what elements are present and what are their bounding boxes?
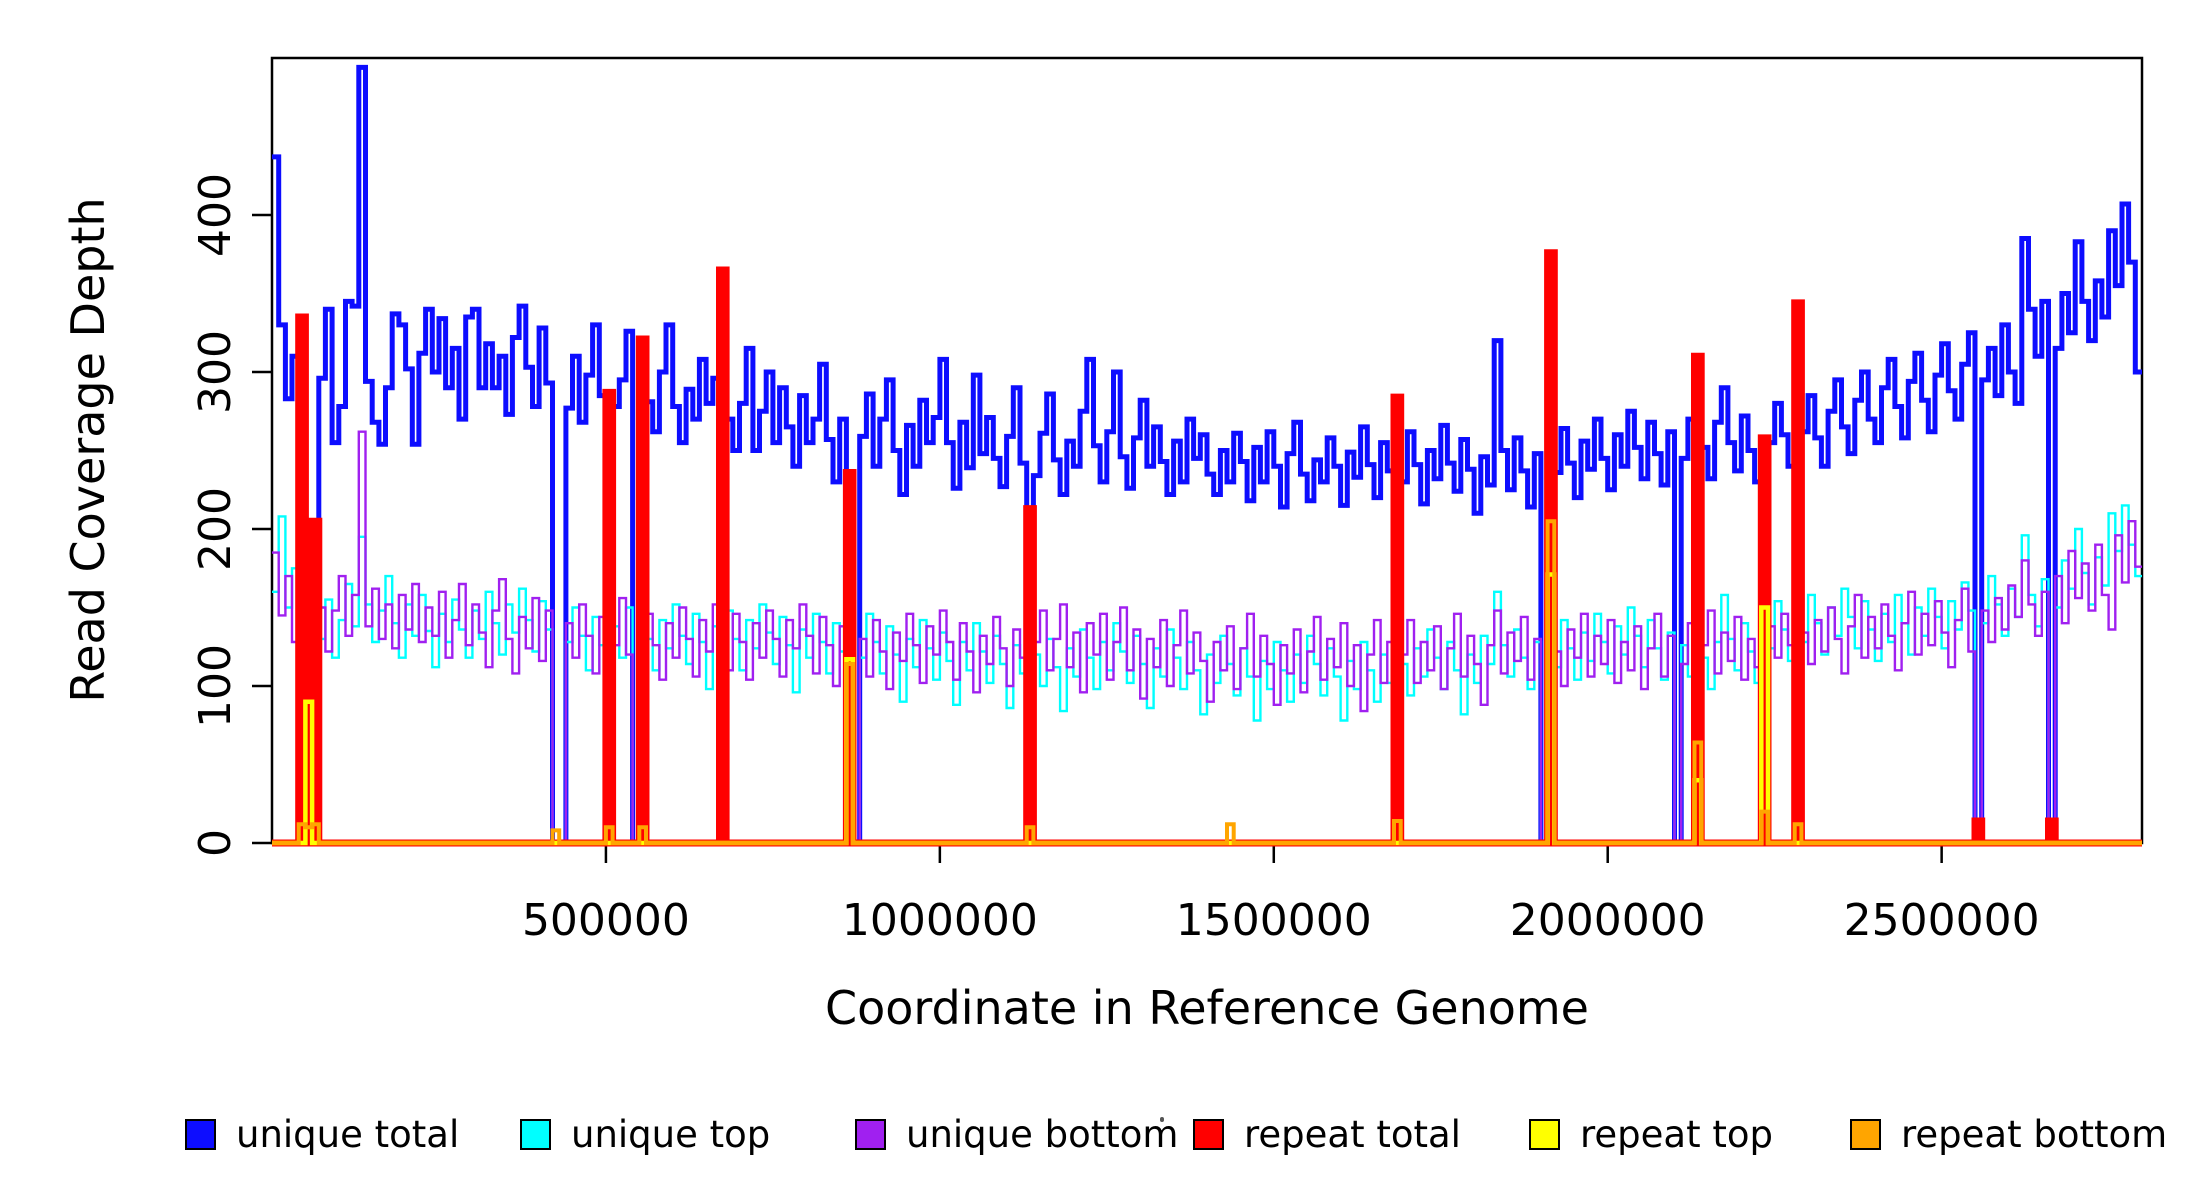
series-unique-bottom: [272, 430, 2142, 845]
legend-item-repeat-top: repeat top: [1529, 1108, 1773, 1160]
legend-label: repeat total: [1244, 1112, 1461, 1156]
legend-swatch-repeat-total: [1193, 1118, 1224, 1150]
x-tick-label-3: 2000000: [1510, 895, 1706, 946]
series-unique-total: [272, 64, 2142, 846]
legend-label: unique top: [571, 1112, 771, 1156]
legend-swatch-repeat-top: [1529, 1118, 1560, 1150]
legend-item-unique-top: unique top: [520, 1108, 770, 1160]
x-axis-title: Coordinate in Reference Genome: [825, 981, 1589, 1035]
x-tick-label-4: 2500000: [1844, 895, 2040, 946]
y-tick-label-4: 400: [190, 173, 241, 257]
x-tick-label-2: 1500000: [1176, 895, 1372, 946]
legend-label: unique total: [236, 1112, 460, 1156]
legend-swatch-unique-bottom: [855, 1118, 886, 1150]
y-axis-title: Read Coverage Depth: [61, 197, 115, 703]
legend-swatch-unique-top: [520, 1118, 551, 1150]
legend-label: unique bottom: [906, 1112, 1179, 1156]
legend-label: repeat bottom: [1901, 1112, 2168, 1156]
x-tick-label-1: 1000000: [842, 895, 1038, 946]
series-repeat-bottom: [272, 519, 2142, 845]
legend-item-repeat-total: repeat total: [1193, 1108, 1461, 1160]
y-tick-label-3: 300: [190, 330, 241, 414]
stray-dot-artifact: [1160, 1117, 1164, 1122]
x-tick-label-0: 500000: [522, 895, 690, 946]
legend-swatch-repeat-bottom: [1850, 1118, 1881, 1150]
legend-item-unique-total: unique total: [185, 1108, 459, 1160]
y-tick-label-1: 100: [190, 644, 241, 728]
legend-item-repeat-bottom: repeat bottom: [1850, 1108, 2167, 1160]
legend-item-unique-bottom: unique bottom: [855, 1108, 1178, 1160]
legend-label: repeat top: [1580, 1112, 1773, 1156]
y-tick-label-0: 0: [190, 829, 241, 857]
legend-swatch-unique-total: [185, 1118, 216, 1150]
y-tick-label-2: 200: [190, 487, 241, 571]
legend: unique total unique top unique bottom repea…: [0, 1108, 2200, 1160]
